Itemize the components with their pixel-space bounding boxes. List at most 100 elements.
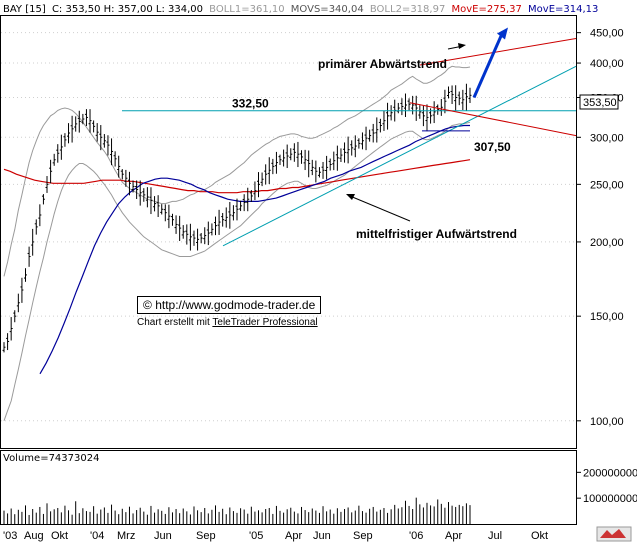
- price-bar-48: [174, 215, 178, 234]
- y-tick-label-4: 300,00: [590, 132, 624, 144]
- price-bar-130: [468, 87, 472, 104]
- price-bar-30: [110, 138, 114, 166]
- price-bar-110: [396, 102, 400, 114]
- price-bar-106: [382, 110, 386, 131]
- price-bar-118: [425, 104, 429, 132]
- annotation-307-50: 307,50: [474, 140, 511, 154]
- price-bar-80: [289, 148, 293, 161]
- price-bar-25: [92, 120, 96, 133]
- header-symbol: BAY [15]: [3, 4, 46, 15]
- price-bar-41: [149, 187, 153, 215]
- price-bar-71: [257, 172, 261, 198]
- credit-tool-link[interactable]: TeleTrader Professional: [212, 317, 318, 328]
- price-bar-37: [135, 180, 139, 199]
- price-bar-108: [389, 105, 393, 121]
- header-ohlc: C: 353,50 H: 357,00 L: 334,00: [52, 4, 203, 15]
- price-bar-29: [106, 135, 110, 156]
- credit-line-2: Chart erstellt mit TeleTrader Profession…: [137, 317, 321, 328]
- price-bar-91: [328, 158, 332, 171]
- price-bar-96: [346, 136, 350, 164]
- price-bar-75: [271, 158, 275, 175]
- y-tick-label-6: 400,00: [590, 58, 624, 70]
- price-bar-49: [178, 215, 182, 241]
- chart-annotations: 332,50 307,50 primärer Abwärtstrend mittelf…: [232, 43, 517, 241]
- x-label-8: Apr: [285, 530, 302, 542]
- price-bar-121: [436, 104, 440, 115]
- price-bar-111: [400, 98, 404, 116]
- blue-target-arrow: [472, 30, 505, 99]
- price-bar-62: [224, 207, 228, 228]
- price-bar-39: [142, 188, 146, 202]
- price-bar-99: [357, 138, 361, 149]
- volume-bars: [3, 497, 471, 524]
- x-label-9: Jun: [313, 530, 331, 542]
- price-bar-83: [300, 150, 304, 164]
- blue-arrow-head: [497, 27, 508, 40]
- annotation-332-50: 332,50: [232, 97, 269, 111]
- price-bar-54: [196, 228, 200, 251]
- x-label-4: Mrz: [117, 530, 135, 542]
- x-label-11: '06: [409, 530, 423, 542]
- header-move-long: MovE=275,37: [452, 4, 522, 15]
- volume-tick-label-1: 200000000: [583, 467, 637, 479]
- price-bar-84: [303, 149, 307, 171]
- price-bar-55: [199, 232, 203, 244]
- price-bar-113: [407, 98, 411, 111]
- uptrend-pointer-head: [346, 194, 355, 200]
- price-bar-73: [264, 164, 268, 185]
- price-bar-87: [314, 160, 318, 183]
- price-bar-117: [421, 105, 425, 127]
- credit-url[interactable]: http://www.godmode-trader.de: [155, 298, 316, 312]
- price-bar-93: [335, 145, 339, 171]
- price-bar-82: [296, 141, 300, 168]
- price-bar-107: [386, 102, 390, 130]
- price-bar-58: [210, 223, 214, 236]
- y-tick-label-0: 100,00: [590, 416, 624, 428]
- price-bar-43: [156, 195, 160, 218]
- price-bars: [2, 83, 472, 353]
- short-downtrend-line: [409, 102, 577, 137]
- x-label-0: '03: [3, 530, 17, 542]
- price-bar-44: [160, 204, 164, 215]
- price-bar-97: [350, 140, 354, 156]
- x-label-14: Okt: [531, 530, 548, 542]
- price-bar-59: [213, 216, 217, 236]
- price-bar-3: [13, 310, 17, 323]
- price-bar-64: [231, 205, 235, 221]
- price-bar-78: [282, 149, 286, 167]
- price-bar-90: [325, 155, 329, 180]
- price-bar-17: [63, 133, 67, 147]
- price-bar-65: [235, 198, 239, 221]
- price-bar-66: [239, 200, 243, 212]
- price-bar-69: [249, 190, 253, 203]
- chart-credit: © http://www.godmode-trader.de Chart ers…: [137, 296, 322, 328]
- price-bar-1: [6, 333, 10, 351]
- price-bar-104: [375, 117, 379, 143]
- price-bar-74: [267, 157, 271, 185]
- price-bar-77: [278, 154, 282, 165]
- price-bar-125: [450, 85, 454, 105]
- annotation-medium-uptrend: mittelfristiger Aufwärtstrend: [356, 227, 517, 241]
- price-bar-114: [411, 95, 415, 115]
- uptrend-pointer-line: [349, 195, 411, 222]
- x-axis-labels: '03 Aug Okt '04 Mrz Jun Sep '05 Apr Jun Sep '06 Apr J…: [3, 530, 548, 542]
- price-bar-0: [2, 342, 6, 353]
- last-price-label: 353,50: [583, 97, 617, 109]
- price-bar-61: [221, 212, 225, 227]
- primary-downtrend-line: [419, 37, 577, 66]
- teletrader-logo-icon: [596, 526, 632, 542]
- price-bar-7: [27, 246, 31, 267]
- price-bar-101: [364, 126, 368, 151]
- price-bar-15: [56, 144, 60, 163]
- price-bar-21: [77, 110, 81, 133]
- y-tick-label-3: 250,00: [590, 179, 624, 191]
- price-bar-129: [464, 83, 468, 111]
- price-bar-23: [84, 109, 88, 127]
- price-bar-92: [332, 151, 336, 171]
- price-bar-35: [127, 171, 131, 196]
- copyright-icon: ©: [143, 298, 152, 312]
- price-bar-34: [124, 169, 128, 187]
- x-label-10: Sep: [353, 530, 373, 542]
- price-bar-95: [343, 142, 347, 163]
